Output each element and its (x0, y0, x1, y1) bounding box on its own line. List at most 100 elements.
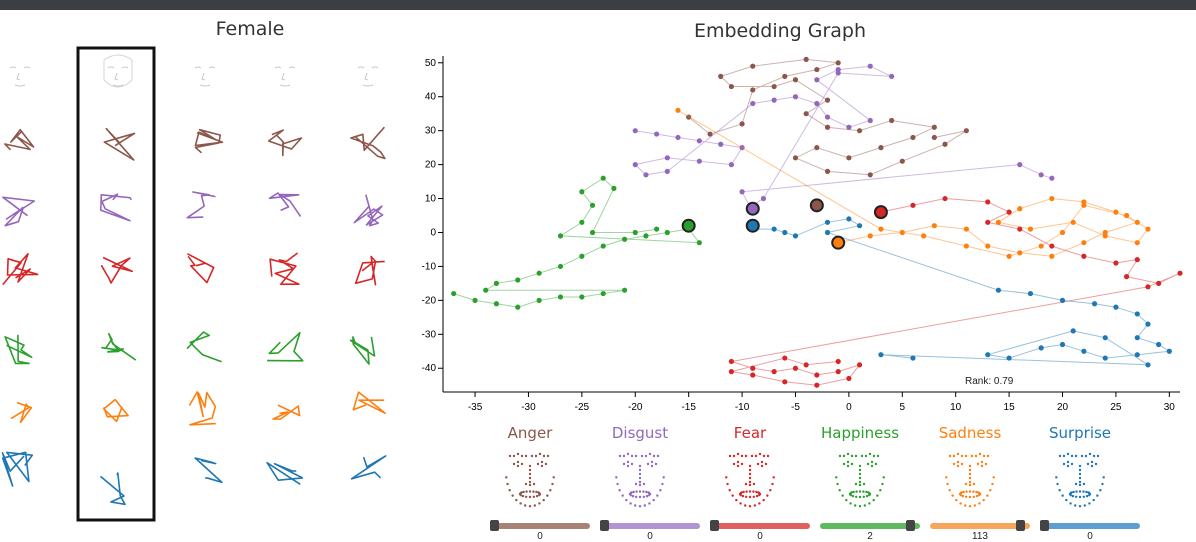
point-disgust[interactable] (1017, 162, 1023, 168)
point-disgust[interactable] (632, 128, 638, 134)
point-surprise[interactable] (1006, 355, 1012, 361)
point-sadness[interactable] (1102, 233, 1108, 239)
trajectory-glyph[interactable] (352, 391, 386, 414)
point-disgust[interactable] (664, 155, 670, 161)
point-sadness[interactable] (1070, 219, 1076, 225)
point-disgust[interactable] (696, 158, 702, 164)
point-fear[interactable] (792, 365, 799, 371)
point-happiness[interactable] (600, 175, 606, 181)
point-anger[interactable] (814, 66, 820, 73)
point-sadness[interactable] (1027, 226, 1034, 232)
point-happiness[interactable] (579, 294, 585, 300)
point-anger[interactable] (771, 83, 777, 90)
point-disgust[interactable] (728, 162, 734, 168)
point-happiness[interactable] (621, 287, 628, 293)
slider-track[interactable] (600, 523, 700, 529)
point-sadness[interactable] (1049, 253, 1055, 259)
point-anger[interactable] (750, 63, 756, 69)
point-fear[interactable] (1049, 243, 1055, 249)
point-fear[interactable] (803, 362, 809, 368)
point-surprise[interactable] (771, 226, 777, 232)
point-anger[interactable] (686, 114, 692, 120)
point-disgust[interactable] (792, 94, 799, 100)
trajectory-glyph[interactable] (100, 256, 133, 284)
point-surprise[interactable] (1091, 301, 1098, 307)
point-sadness[interactable] (675, 107, 681, 113)
point-surprise[interactable] (1134, 311, 1140, 317)
happiness-slider[interactable] (820, 520, 920, 531)
point-surprise[interactable] (1166, 348, 1172, 354)
point-anger[interactable] (856, 128, 863, 134)
point-fear[interactable] (1081, 253, 1087, 259)
point-fear[interactable] (1123, 274, 1130, 280)
point-surprise[interactable] (1027, 290, 1034, 297)
point-disgust[interactable] (814, 100, 820, 107)
trajectory-glyph[interactable] (194, 128, 224, 154)
point-surprise[interactable] (1102, 335, 1108, 341)
point-sadness[interactable] (1145, 226, 1151, 232)
slider-handle[interactable] (600, 520, 609, 531)
point-anger[interactable] (792, 155, 799, 161)
point-anger[interactable] (942, 141, 948, 147)
slider-track[interactable] (930, 523, 1030, 529)
point-fear[interactable] (750, 365, 756, 371)
point-anger[interactable] (931, 134, 937, 141)
point-anger[interactable] (846, 155, 852, 161)
point-fear[interactable] (835, 358, 841, 365)
emotion-anger[interactable]: Anger 0 (480, 420, 590, 542)
trajectory-glyph[interactable] (103, 127, 136, 161)
slider-handle[interactable] (906, 520, 916, 531)
point-surprise[interactable] (985, 352, 991, 358)
highlight-fear[interactable] (873, 205, 888, 220)
slider-track[interactable] (490, 523, 590, 529)
point-anger[interactable] (824, 97, 831, 103)
point-sadness[interactable] (1081, 240, 1087, 246)
point-happiness[interactable] (493, 301, 500, 307)
point-sadness[interactable] (995, 219, 1002, 225)
point-fear[interactable] (728, 369, 734, 375)
point-anger[interactable] (889, 117, 895, 124)
point-fear[interactable] (985, 219, 991, 225)
point-sadness[interactable] (1038, 243, 1044, 249)
point-fear[interactable] (1017, 226, 1023, 232)
point-fear[interactable] (814, 372, 820, 378)
point-surprise[interactable] (1134, 352, 1140, 358)
point-fear[interactable] (942, 195, 948, 202)
point-disgust[interactable] (814, 77, 820, 83)
disgust-slider[interactable] (600, 520, 700, 531)
point-happiness[interactable] (579, 219, 585, 225)
slider-track[interactable] (710, 523, 810, 529)
trajectory-glyph[interactable] (267, 331, 304, 362)
fear-slider[interactable] (710, 520, 810, 531)
trajectory-glyph[interactable] (4, 128, 35, 151)
trajectory-glyph[interactable] (186, 191, 216, 219)
point-sadness[interactable] (963, 226, 969, 232)
point-happiness[interactable] (600, 243, 606, 249)
slider-handle[interactable] (1040, 520, 1049, 531)
point-anger[interactable] (750, 87, 756, 93)
point-anger[interactable] (867, 172, 873, 178)
trajectory-glyph[interactable] (266, 461, 304, 485)
point-surprise[interactable] (846, 216, 852, 222)
trajectory-glyph[interactable] (354, 255, 385, 286)
point-fear[interactable] (846, 375, 852, 382)
point-fear[interactable] (728, 358, 734, 365)
point-fear[interactable] (1177, 270, 1183, 276)
trajectory-glyph[interactable] (350, 126, 386, 160)
point-anger[interactable] (803, 56, 809, 62)
point-disgust[interactable] (867, 117, 873, 124)
trajectory-glyph[interactable] (349, 336, 376, 365)
point-surprise[interactable] (792, 233, 799, 239)
point-sadness[interactable] (878, 226, 884, 232)
point-disgust[interactable] (718, 141, 724, 147)
point-anger[interactable] (814, 145, 820, 151)
point-sadness[interactable] (1081, 202, 1087, 208)
slider-handle[interactable] (490, 520, 499, 531)
point-fear[interactable] (1006, 209, 1012, 215)
trajectory-glyph[interactable] (102, 398, 129, 423)
trajectory-glyph[interactable] (101, 332, 136, 361)
point-happiness[interactable] (579, 189, 585, 195)
point-fear[interactable] (782, 355, 788, 361)
point-anger[interactable] (910, 134, 916, 141)
